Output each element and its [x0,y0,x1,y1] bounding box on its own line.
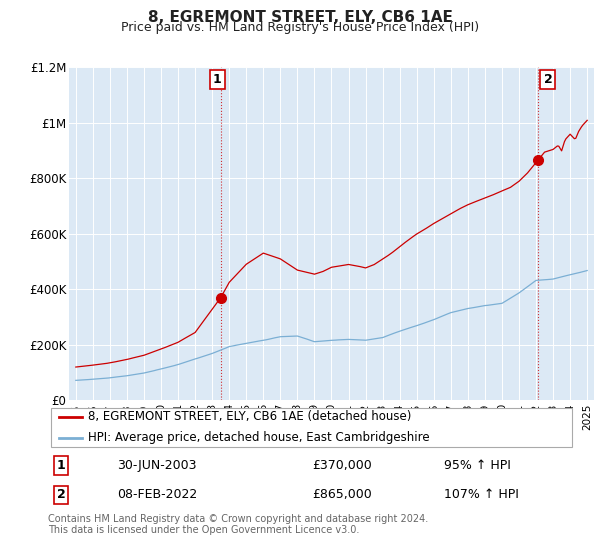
Text: 107% ↑ HPI: 107% ↑ HPI [444,488,519,501]
Text: £370,000: £370,000 [312,459,372,472]
Text: 8, EGREMONT STREET, ELY, CB6 1AE (detached house): 8, EGREMONT STREET, ELY, CB6 1AE (detach… [88,410,411,423]
Text: Contains HM Land Registry data © Crown copyright and database right 2024.
This d: Contains HM Land Registry data © Crown c… [48,514,428,535]
FancyBboxPatch shape [50,408,572,447]
Text: £865,000: £865,000 [312,488,372,501]
Text: 1: 1 [57,459,65,472]
Text: 1: 1 [213,73,221,86]
Text: 2: 2 [544,73,553,86]
Text: 2: 2 [57,488,65,501]
Text: 30-JUN-2003: 30-JUN-2003 [116,459,196,472]
Text: Price paid vs. HM Land Registry's House Price Index (HPI): Price paid vs. HM Land Registry's House … [121,21,479,34]
Text: 8, EGREMONT STREET, ELY, CB6 1AE: 8, EGREMONT STREET, ELY, CB6 1AE [148,10,452,25]
Text: 95% ↑ HPI: 95% ↑ HPI [444,459,511,472]
Text: 08-FEB-2022: 08-FEB-2022 [116,488,197,501]
Text: HPI: Average price, detached house, East Cambridgeshire: HPI: Average price, detached house, East… [88,431,429,444]
